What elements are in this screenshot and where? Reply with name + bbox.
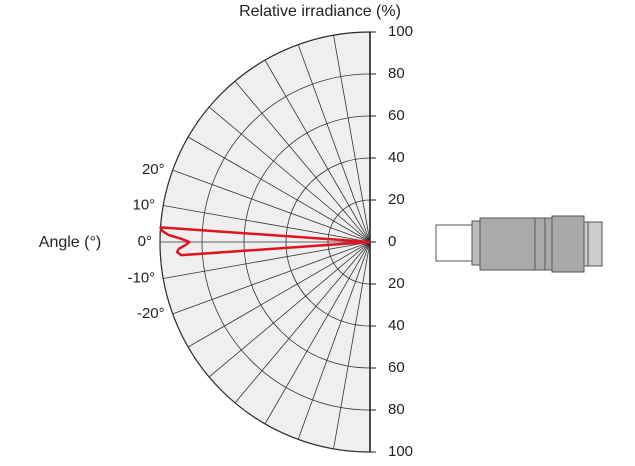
grid-radial bbox=[208, 241, 371, 378]
theta-tick-label: 10° bbox=[133, 197, 156, 214]
plot: 0 20 20 40 40 60 60 80 80 100 100 20° 10° 0° -10° -20° bbox=[128, 23, 414, 460]
grid-radial bbox=[163, 205, 371, 243]
grid-radial bbox=[172, 241, 371, 315]
theta-tick-label: -20° bbox=[137, 305, 165, 322]
r-tick-label: 60 bbox=[388, 359, 405, 376]
grid-radial bbox=[187, 241, 371, 348]
r-tick-label: 40 bbox=[388, 317, 405, 334]
grid-radial bbox=[297, 44, 371, 243]
sensor-drawing bbox=[435, 215, 603, 273]
r-tick-label: 40 bbox=[388, 149, 405, 166]
chart-title: Relative irradiance (%) bbox=[239, 3, 401, 20]
grid-radial bbox=[234, 80, 371, 243]
r-tick-label: 60 bbox=[388, 107, 405, 124]
grid-radial bbox=[187, 136, 371, 243]
grid-radial bbox=[297, 241, 371, 440]
r-tick-label: 100 bbox=[388, 443, 413, 460]
r-tick-label: 100 bbox=[388, 23, 413, 40]
grid-radial bbox=[234, 241, 371, 404]
theta-tick-label: 0° bbox=[138, 233, 152, 250]
grid-radial bbox=[163, 241, 371, 279]
theta-tick-label: 20° bbox=[142, 161, 165, 178]
theta-tick-label: -10° bbox=[128, 269, 156, 286]
r-tick-label: 20 bbox=[388, 191, 405, 208]
r-tick-label: 20 bbox=[388, 275, 405, 292]
irradiance-curve bbox=[159, 226, 371, 257]
grid-radial bbox=[333, 35, 371, 243]
r-tick-label: 80 bbox=[388, 65, 405, 82]
grid-radial bbox=[264, 59, 371, 243]
grid-radial bbox=[172, 169, 371, 243]
grid-radial bbox=[208, 106, 371, 243]
grid-radial bbox=[333, 241, 371, 449]
r-tick-label: 80 bbox=[388, 401, 405, 418]
angle-axis-label: Angle (°) bbox=[39, 234, 101, 251]
grid-radial bbox=[264, 241, 371, 425]
r-tick-label: 0 bbox=[388, 233, 396, 250]
